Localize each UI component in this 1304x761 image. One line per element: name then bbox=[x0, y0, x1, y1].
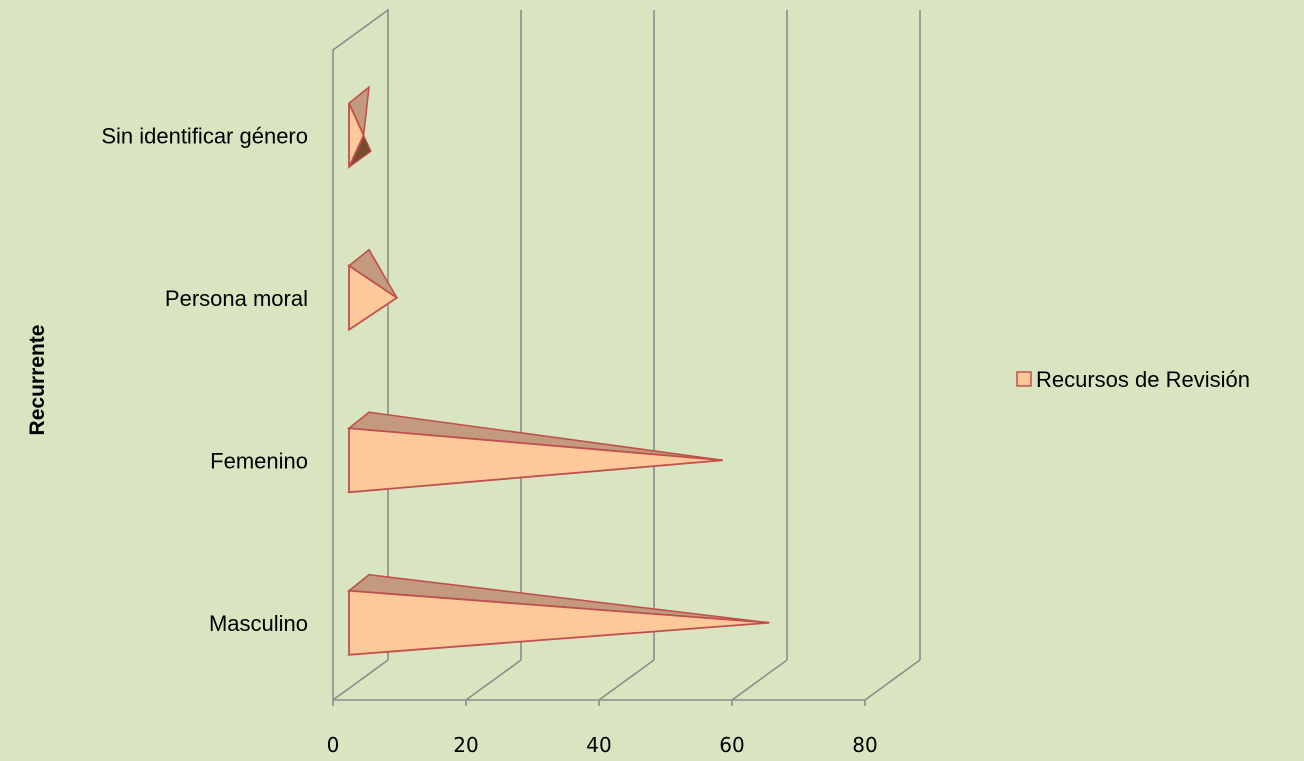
floor-gridline bbox=[731, 659, 788, 701]
grid-lines bbox=[332, 10, 921, 706]
bar-front-face bbox=[348, 427, 723, 494]
side-wall bbox=[332, 8, 389, 700]
legend: Recursos de Revisión bbox=[1016, 367, 1250, 392]
bar bbox=[347, 248, 399, 332]
x-tick-label: 80 bbox=[852, 733, 877, 757]
bar-front-face bbox=[348, 589, 770, 656]
x-tick-label: 40 bbox=[586, 733, 611, 757]
x-tick-labels: 0 20 40 60 80 bbox=[327, 733, 878, 757]
category-label: Persona moral bbox=[165, 286, 308, 311]
bars bbox=[346, 85, 770, 656]
floor-gridline bbox=[332, 659, 389, 701]
category-labels: Masculino Femenino Persona moral Sin identi… bbox=[101, 123, 308, 636]
legend-label: Recursos de Revisión bbox=[1036, 367, 1250, 392]
x-tick-label: 60 bbox=[719, 733, 744, 757]
bar bbox=[346, 573, 770, 656]
bar bbox=[347, 85, 372, 170]
category-label: Femenino bbox=[210, 448, 308, 473]
bar-front-face bbox=[348, 264, 399, 332]
bar-front-face bbox=[348, 102, 365, 168]
floor-gridline bbox=[864, 659, 921, 701]
floor-gridline bbox=[465, 659, 522, 701]
legend-swatch bbox=[1016, 371, 1032, 387]
floor-gridline bbox=[598, 659, 655, 701]
x-tick-label: 0 bbox=[327, 733, 340, 757]
x-tick-label: 20 bbox=[453, 733, 478, 757]
category-label: Sin identificar género bbox=[101, 123, 308, 148]
category-label: Masculino bbox=[209, 611, 308, 636]
y-axis-title: Recurrente bbox=[26, 325, 49, 436]
bar bbox=[346, 411, 723, 494]
